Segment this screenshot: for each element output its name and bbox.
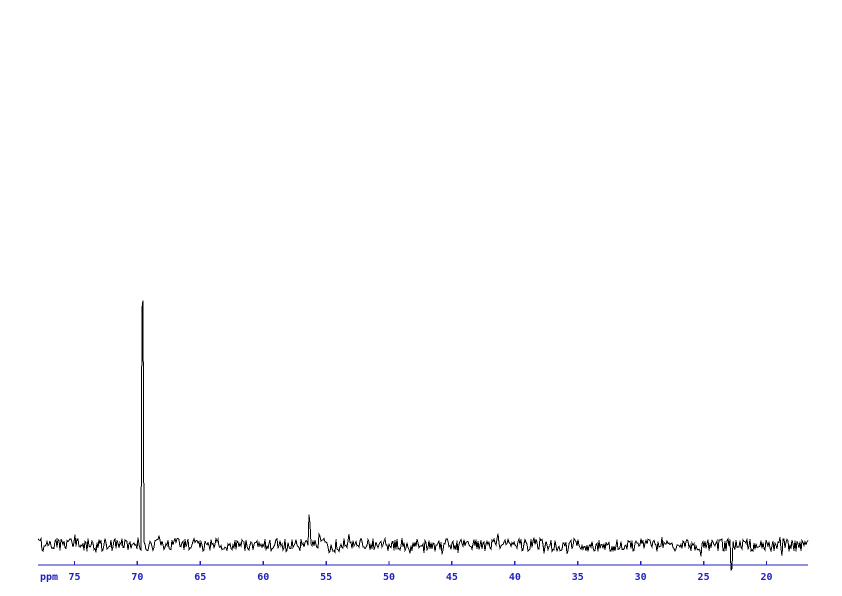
spectrum-plot (37, 300, 809, 571)
x-axis-tick-label: 55 (320, 572, 332, 583)
x-axis-tick-label: 35 (572, 572, 584, 583)
x-axis-tick-label: 45 (446, 572, 458, 583)
x-axis-tick-label: 70 (131, 572, 143, 583)
x-axis-tick-label: 40 (509, 572, 521, 583)
x-axis-tick-label: 75 (68, 572, 80, 583)
x-axis-tick-label: 50 (383, 572, 395, 583)
x-axis-tick-label: 25 (698, 572, 710, 583)
spectrum-trace (37, 300, 809, 571)
x-axis-tick-label: 65 (194, 572, 206, 583)
x-axis-tick-label: 60 (257, 572, 269, 583)
x-axis: 75 70 65 60 55 50 45 40 35 30 25 20 ppm (38, 561, 808, 583)
x-axis-tick-label: 30 (635, 572, 647, 583)
x-axis-unit-label: ppm (40, 572, 58, 583)
x-axis-tick-label: 20 (760, 572, 772, 583)
